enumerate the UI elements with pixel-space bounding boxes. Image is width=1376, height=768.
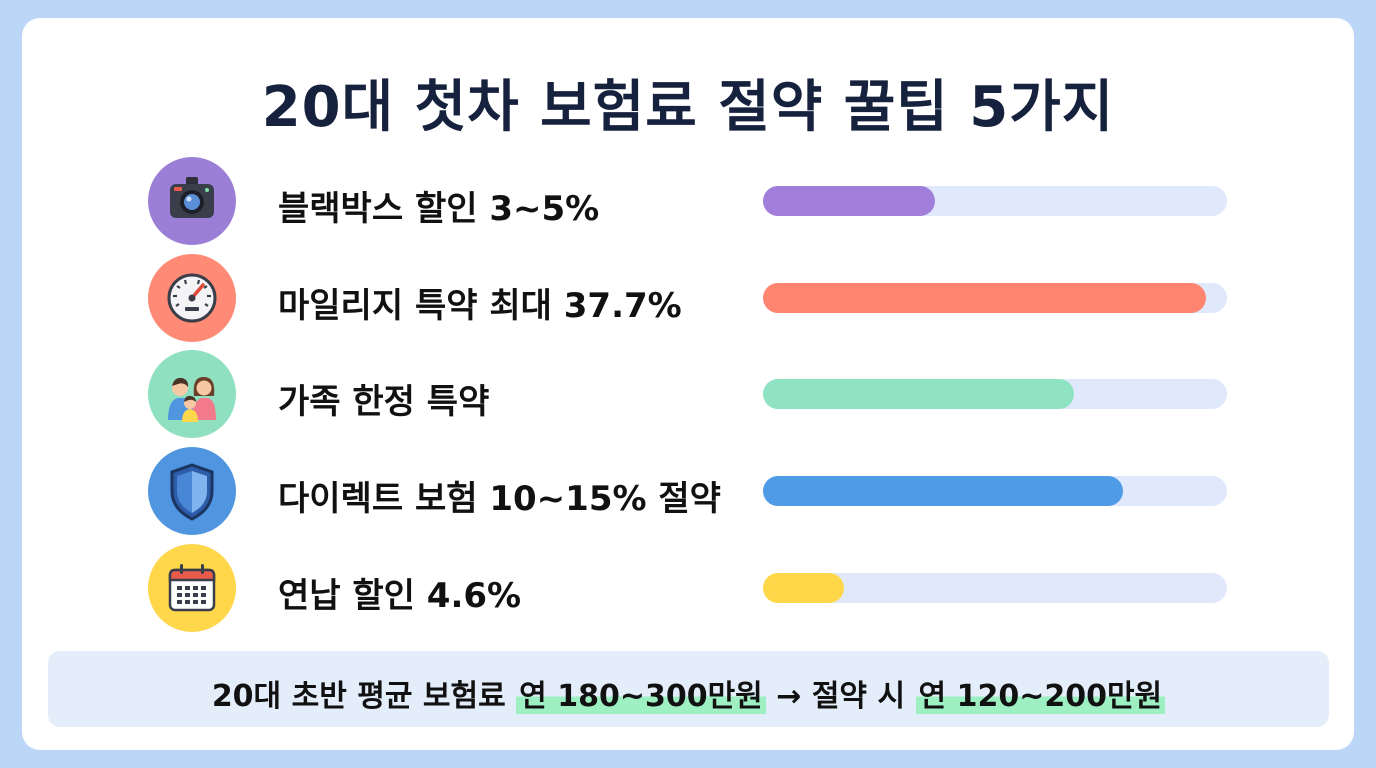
shield-icon xyxy=(148,447,236,535)
progress-track xyxy=(763,476,1227,506)
progress-fill xyxy=(763,476,1123,506)
tip-label: 블랙박스 할인 3~5% xyxy=(278,189,600,229)
page-title: 20대 첫차 보험료 절약 꿀팁 5가지 xyxy=(261,75,1115,140)
summary-middle: → 절약 시 xyxy=(776,679,906,714)
progress-track xyxy=(763,283,1227,313)
tip-row-dashcam: 블랙박스 할인 3~5% xyxy=(148,157,1228,245)
progress-fill xyxy=(763,379,1074,409)
tip-label: 연납 할인 4.6% xyxy=(278,576,522,616)
progress-track xyxy=(763,186,1227,216)
progress-fill xyxy=(763,283,1207,313)
infographic-card: 20대 첫차 보험료 절약 꿀팁 5가지 블랙박스 할인 3~5% xyxy=(22,18,1354,750)
tip-label: 가족 한정 특약 xyxy=(278,382,490,422)
speedometer-icon xyxy=(148,254,236,342)
summary-highlight-after: 연 120~200만원 xyxy=(915,679,1166,714)
tip-label: 다이렉트 보험 10~15% 절약 xyxy=(278,479,721,519)
progress-fill xyxy=(763,186,935,216)
tip-row-mileage: 마일리지 특약 최대 37.7% xyxy=(148,254,1228,342)
tip-row-direct: 다이렉트 보험 10~15% 절약 xyxy=(148,447,1228,535)
progress-track xyxy=(763,379,1227,409)
summary-highlight-before: 연 180~300만원 xyxy=(516,679,766,714)
tip-row-family: 가족 한정 특약 xyxy=(148,350,1228,438)
family-icon xyxy=(148,350,236,438)
summary-prefix: 20대 초반 평균 보험료 xyxy=(211,679,506,714)
tip-label: 마일리지 특약 최대 37.7% xyxy=(278,286,682,326)
tip-row-annual: 연납 할인 4.6% xyxy=(148,544,1228,632)
progress-track xyxy=(763,573,1227,603)
summary-banner: 20대 초반 평균 보험료 연 180~300만원 → 절약 시 연 120~2… xyxy=(48,651,1329,727)
dashcam-icon xyxy=(148,157,236,245)
progress-fill xyxy=(763,573,845,603)
calendar-icon xyxy=(148,544,236,632)
